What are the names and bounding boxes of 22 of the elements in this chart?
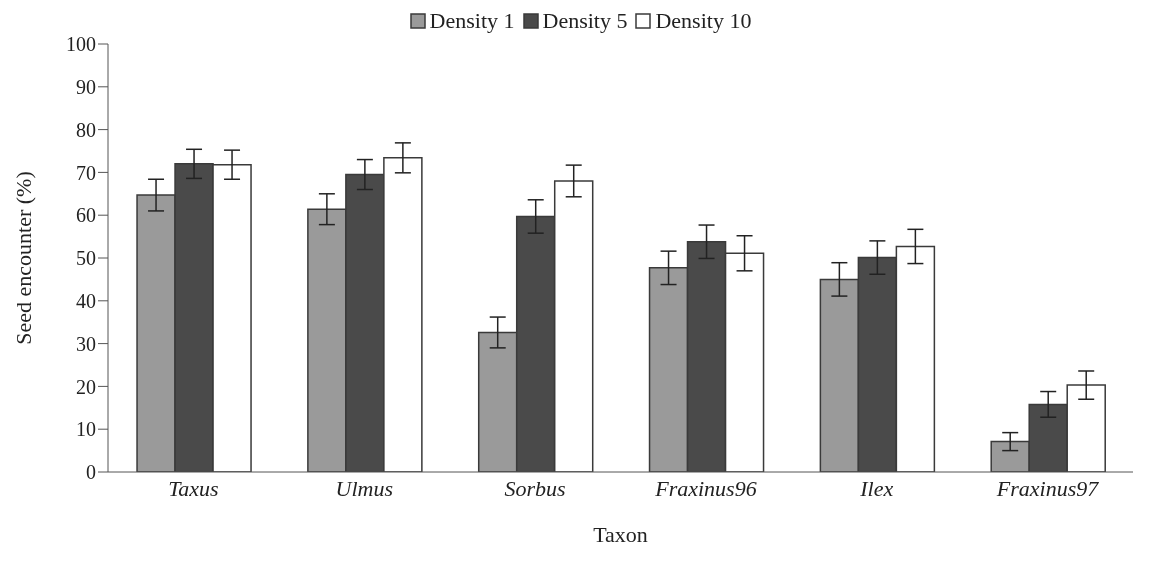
y-tick-label: 50 [76, 247, 96, 270]
y-tick-label: 0 [86, 461, 96, 484]
y-tick-label: 100 [66, 33, 96, 56]
legend-label: Density 10 [655, 8, 752, 34]
y-tick-label: 60 [76, 204, 96, 227]
legend-label: Density 5 [542, 8, 628, 34]
y-tick-label: 20 [76, 375, 96, 398]
x-tick-label: Ilex [859, 475, 894, 501]
x-tick-label: Sorbus [504, 475, 566, 501]
y-tick-label: 40 [76, 289, 96, 312]
x-tick-label: Fraxinus96 [654, 475, 757, 501]
y-tick-label: 30 [76, 332, 96, 355]
y-tick-label: 70 [76, 161, 96, 184]
x-axis-title: Taxon [593, 522, 648, 547]
x-tick-label: Fraxinus97 [995, 475, 1100, 501]
y-axis-title: Seed encounter (%) [10, 171, 36, 345]
y-tick-label: 80 [76, 118, 96, 141]
x-tick-label: Ulmus [335, 475, 393, 501]
legend-label: Density 1 [429, 8, 515, 34]
x-tick-label: Taxus [168, 475, 219, 501]
y-tick-label: 10 [76, 418, 96, 441]
y-tick-label: 90 [76, 75, 96, 98]
